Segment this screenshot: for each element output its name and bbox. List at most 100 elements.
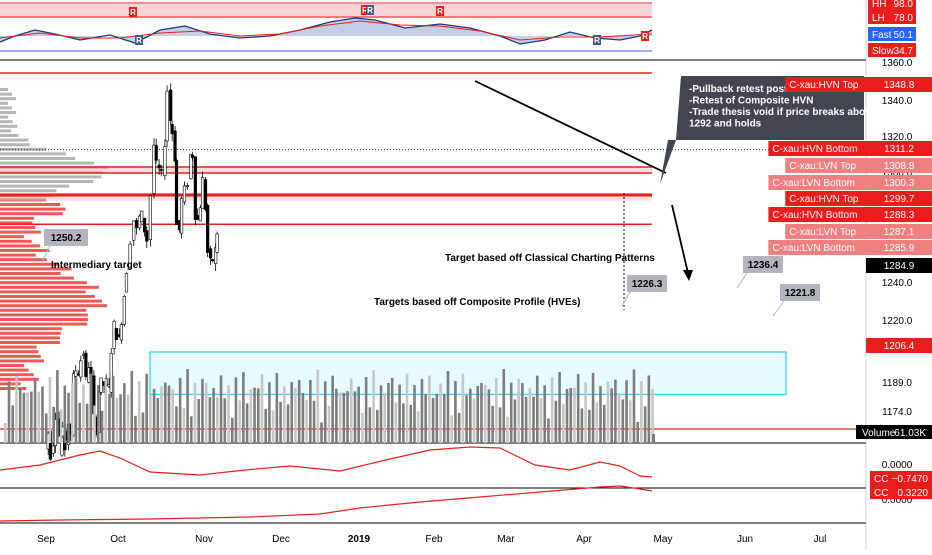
volume-profile-bar xyxy=(0,359,45,363)
volume-bar xyxy=(275,373,279,443)
candle-body xyxy=(119,324,123,341)
volume-bar xyxy=(149,394,152,443)
cc-tag-bg xyxy=(870,471,932,485)
candle-body xyxy=(99,377,103,393)
price-tick-label: 1174.0 xyxy=(882,407,912,418)
volume-bar xyxy=(346,391,349,443)
time-tick-label: Apr xyxy=(576,534,592,545)
volume-bar xyxy=(297,380,301,443)
candle-body xyxy=(211,259,215,262)
volume-bar xyxy=(591,373,595,443)
volume-profile-bar xyxy=(0,129,12,133)
candle-body xyxy=(182,185,187,203)
volume-bar xyxy=(89,373,93,443)
volume-bar xyxy=(141,412,145,443)
candle-body xyxy=(173,130,177,162)
r-marker xyxy=(135,35,143,45)
volume-bar xyxy=(137,381,141,443)
volume-bar xyxy=(249,389,253,443)
target-1236-bg xyxy=(743,256,783,273)
descending-trendline xyxy=(474,80,667,174)
volume-bar xyxy=(119,394,122,443)
volume-profile-bar xyxy=(0,253,36,257)
volume-bar xyxy=(320,422,323,443)
candle-body xyxy=(109,353,113,393)
volume-bar xyxy=(376,409,379,443)
r-marker-label: R xyxy=(362,6,368,15)
level-tag-value: 1284.9 xyxy=(884,261,915,272)
volume-bar xyxy=(517,378,520,443)
cc-tag-value: 0.3220 xyxy=(897,488,928,499)
volume-bar xyxy=(290,382,294,443)
cc-tick-label: 0.0000 xyxy=(882,460,913,471)
volume-profile-bar xyxy=(0,341,60,344)
volume-bar xyxy=(647,375,651,443)
volume-bar xyxy=(108,393,111,443)
rsi-slow-line xyxy=(0,20,653,41)
level-tag-name-bg xyxy=(785,158,866,173)
volume-bar xyxy=(294,387,297,443)
level-tag-name-bg xyxy=(768,141,866,156)
time-tick-label: Sep xyxy=(37,534,55,545)
callout-line: -Trade thesis void if price breaks above xyxy=(689,107,877,118)
volume-bar xyxy=(413,385,416,443)
composite-target-zone xyxy=(149,351,787,396)
volume-bar xyxy=(30,391,33,443)
level-tag-name: C-xau:HVN Top xyxy=(789,194,859,205)
volume-profile-bar xyxy=(0,221,33,225)
volume-bar xyxy=(610,388,613,443)
volume-bar xyxy=(524,396,528,443)
volume-bar xyxy=(651,389,654,443)
volume-bar xyxy=(547,418,550,443)
volume-bar xyxy=(323,381,327,443)
volume-profile-bar xyxy=(0,345,37,349)
level-tag-value-bg xyxy=(866,158,932,173)
volume-profile-bar xyxy=(0,313,88,317)
volume-bar xyxy=(312,400,316,443)
volume-profile-bar xyxy=(0,308,87,312)
rsi-tag-value: 50.1 xyxy=(894,30,914,41)
level-tag-name-bg xyxy=(768,207,866,222)
volume-bar xyxy=(167,385,171,443)
volume-profile-bar xyxy=(0,336,60,340)
level-tag-name: C-xau:HVN Top xyxy=(789,80,859,91)
volume-profile-bar xyxy=(0,175,102,179)
volume-bar xyxy=(472,398,476,443)
volume-profile-bar xyxy=(0,97,17,101)
volume-bar xyxy=(617,393,621,443)
volume-profile-bar xyxy=(0,267,72,271)
volume-bar xyxy=(569,388,573,443)
volume-bar xyxy=(85,403,89,443)
volume-profile-bar xyxy=(0,180,94,183)
time-tick-label: Oct xyxy=(110,534,126,545)
r-marker-label: R xyxy=(642,32,648,41)
intermediary-value: 1250.2 xyxy=(51,233,82,244)
volume-profile-bar xyxy=(0,304,108,308)
volume-bar xyxy=(602,404,606,443)
volume-bar xyxy=(368,407,372,443)
volume-bar xyxy=(543,385,546,443)
volume-bar xyxy=(539,397,543,443)
rsi-tag xyxy=(868,0,916,10)
candle-body xyxy=(193,156,197,221)
volume-bar xyxy=(454,381,457,443)
volume-bar xyxy=(573,387,576,443)
volume-bar xyxy=(145,373,148,443)
level-tag-name: C-xau:LVN Top xyxy=(789,227,856,238)
volume-profile-bar xyxy=(0,387,27,390)
volume-tag-value: 61.03K xyxy=(894,428,926,439)
volume-profile-bar xyxy=(0,373,34,377)
volume-bar xyxy=(271,410,275,443)
time-tick-label: Jul xyxy=(814,534,827,545)
candle-body xyxy=(198,207,203,222)
r-marker xyxy=(366,5,374,15)
volume-profile-bar xyxy=(0,235,24,239)
volume-bar xyxy=(48,377,52,443)
volume-bar xyxy=(219,375,223,443)
volume-bar xyxy=(234,377,238,443)
volume-bar xyxy=(335,388,338,443)
volume-profile-bar xyxy=(0,318,88,321)
candle-body xyxy=(132,220,136,241)
